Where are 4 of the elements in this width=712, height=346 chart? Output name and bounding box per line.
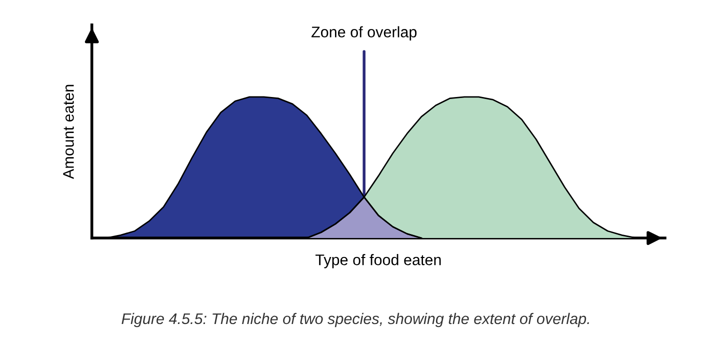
x-axis-title: Type of food eaten [315,254,441,268]
caption: Figure 4.5.5: The niche of two species, showing the extent of overlap. [122,312,589,328]
y-axis-title: Amount eaten [63,84,74,180]
annotation: Zone of overlap [312,26,417,40]
